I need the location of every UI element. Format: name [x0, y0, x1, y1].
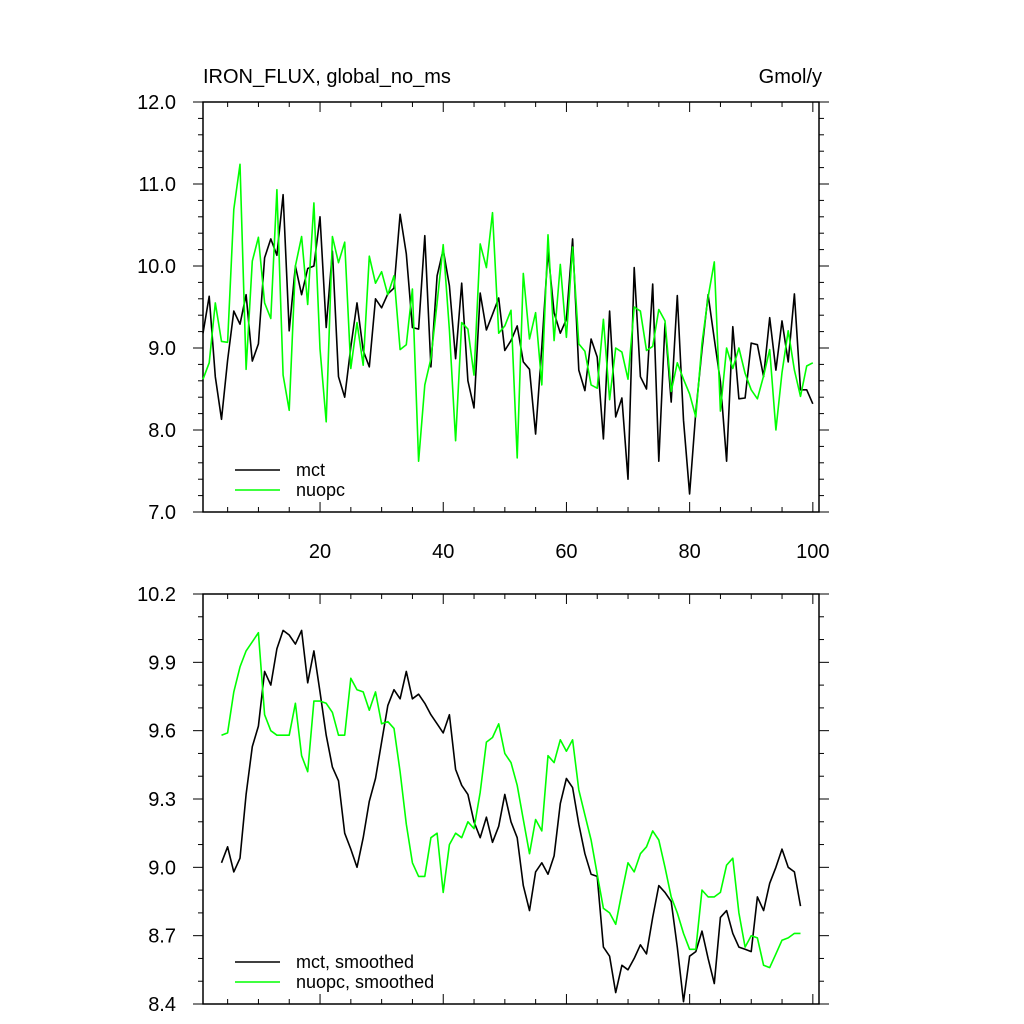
top-y-tick-label: 9.0	[148, 338, 176, 360]
bottom-y-tick-label: 9.3	[148, 789, 176, 811]
bottom-series-nuopc-smoothed	[221, 631, 801, 969]
bottom-y-tick-label: 9.0	[148, 857, 176, 879]
top-series-mct	[202, 193, 814, 495]
legend-label-mct-smoothed: mct, smoothed	[296, 952, 414, 972]
top-y-tick-label: 12.0	[137, 92, 176, 114]
bottom-plot-frame	[202, 593, 820, 1005]
top-plot-frame	[202, 101, 820, 513]
top-y-tick-label: 11.0	[139, 174, 176, 196]
bottom-y-tick-label: 9.6	[148, 721, 176, 743]
top-panel: IRON_FLUX, global_no_ms Gmol/y 20 40 60 80 1…	[137, 66, 829, 563]
top-x-tick-label: 80	[679, 541, 701, 563]
legend-label-mct: mct	[296, 460, 325, 480]
legend-label-nuopc: nuopc	[296, 480, 345, 500]
bottom-legend: mct, smoothed nuopc, smoothed	[235, 952, 434, 992]
bottom-axes: 8.4 8.7 9.0 9.3 9.6 9.9 10.2	[137, 584, 829, 1016]
top-series-nuopc	[202, 163, 814, 463]
top-axes: 20 40 60 80 100 7.0 8.0 9.0 10.0 11.0 12.0	[137, 92, 829, 563]
bottom-y-tick-label: 8.7	[148, 926, 176, 948]
top-legend: mct nuopc	[235, 460, 345, 500]
top-x-tick-label: 60	[555, 541, 577, 563]
top-y-tick-label: 7.0	[148, 502, 176, 524]
bottom-y-tick-label: 9.9	[148, 652, 176, 674]
top-y-tick-label: 8.0	[148, 420, 176, 442]
top-chart-title: IRON_FLUX, global_no_ms	[203, 66, 451, 88]
top-x-tick-label: 100	[796, 541, 829, 563]
bottom-y-tick-label: 10.2	[137, 584, 176, 606]
bottom-series-mct-smoothed	[220, 629, 802, 1003]
top-y-tick-label: 10.0	[137, 256, 176, 278]
bottom-series-lines	[220, 629, 802, 1003]
top-x-tick-label: 40	[432, 541, 454, 563]
legend-label-nuopc-smoothed: nuopc, smoothed	[296, 972, 434, 992]
top-chart-units: Gmol/y	[759, 66, 822, 88]
top-series-lines	[202, 163, 814, 495]
bottom-panel: 8.4 8.7 9.0 9.3 9.6 9.9 10.2 mct, smoothed nuo…	[137, 584, 829, 1016]
top-x-tick-label: 20	[309, 541, 331, 563]
bottom-y-tick-label: 8.4	[148, 994, 176, 1016]
